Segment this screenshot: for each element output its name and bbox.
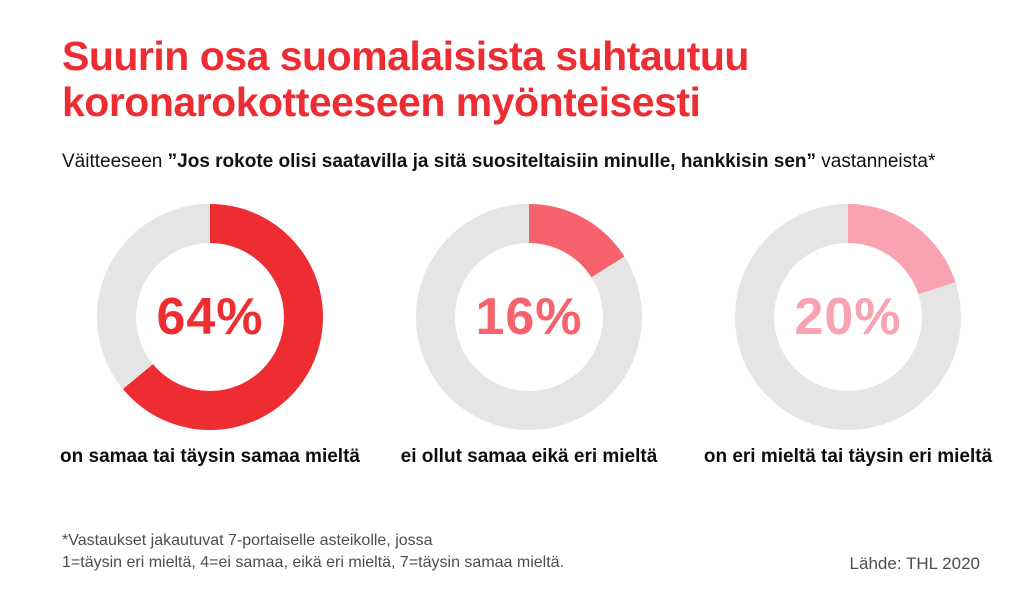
page-title-line2: koronarokotteeseen myönteisesti <box>62 78 701 125</box>
chart-subtitle: Väitteeseen ”Jos rokote olisi saatavilla… <box>62 150 962 174</box>
footnote-line1: *Vastaukset jakautuvat 7-portaiselle ast… <box>62 532 433 549</box>
donut-ring-neutral: 16% <box>416 203 642 430</box>
donut-chart-disagree: 20% on eri mieltä tai täysin eri mieltä <box>696 203 1000 468</box>
donut-chart-neutral: 16% ei ollut samaa eikä eri mieltä <box>377 203 681 468</box>
source-credit: Lähde: THL 2020 <box>849 553 980 573</box>
donut-chart-agree: 64% on samaa tai täysin samaa mieltä <box>58 203 362 468</box>
footnote: *Vastaukset jakautuvat 7-portaiselle ast… <box>62 530 564 575</box>
donut-chart-row: 64% on samaa tai täysin samaa mieltä 16%… <box>0 203 1024 468</box>
donut-value-disagree: 20% <box>794 287 902 346</box>
footnote-line2: 1=täysin eri mieltä, 4=ei samaa, eikä er… <box>62 554 565 572</box>
donut-label-disagree: on eri mieltä tai täysin eri mieltä <box>703 445 993 467</box>
donut-label-agree: on samaa tai täysin samaa mieltä <box>60 445 360 467</box>
donut-value-agree: 64% <box>156 287 264 346</box>
donut-ring-agree: 64% <box>97 203 323 430</box>
subtitle-suffix: vastanneista* <box>816 150 936 172</box>
footer: *Vastaukset jakautuvat 7-portaiselle ast… <box>62 530 980 575</box>
donut-value-neutral: 16% <box>475 287 583 346</box>
subtitle-quote: ”Jos rokote olisi saatavilla ja sitä suo… <box>167 150 816 172</box>
infographic-page: Suurin osa suomalaisista suhtautuu korona… <box>0 33 1024 610</box>
donut-ring-disagree: 20% <box>735 203 961 430</box>
page-title-line1: Suurin osa suomalaisista suhtautuu <box>62 33 749 79</box>
subtitle-prefix: Väitteeseen <box>62 150 168 172</box>
page-title: Suurin osa suomalaisista suhtautuu korona… <box>62 33 962 126</box>
donut-label-neutral: ei ollut samaa eikä eri mieltä <box>400 445 658 467</box>
